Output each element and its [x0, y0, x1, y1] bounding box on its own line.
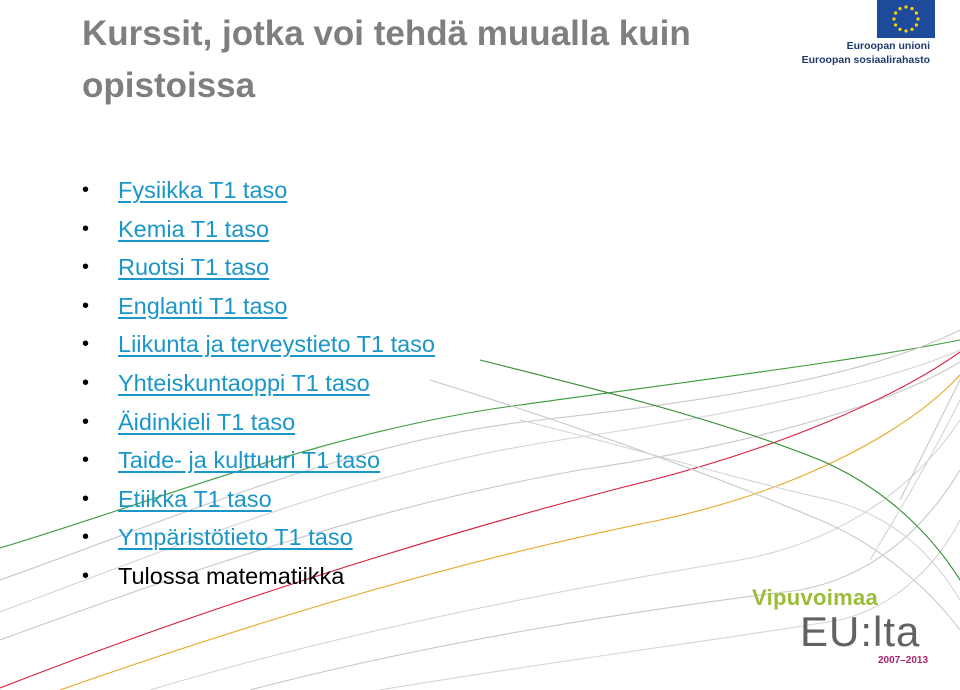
- course-link-fysiikka[interactable]: Fysiikka T1 taso: [118, 177, 288, 203]
- bullet-icon: •: [82, 526, 90, 549]
- list-item: • Etiikka T1 taso: [80, 480, 435, 519]
- list-item: • Taide- ja kulttuuri T1 taso: [80, 441, 435, 480]
- eu-logo-line1: Euroopan unioni: [846, 40, 930, 52]
- course-link-liikunta[interactable]: Liikunta ja terveystieto T1 taso: [118, 331, 435, 358]
- list-item: • Kemia T1 taso: [80, 210, 435, 249]
- course-upcoming-text: Tulossa matematiikka: [118, 562, 345, 589]
- bullet-icon: •: [82, 179, 90, 201]
- bullet-icon: •: [82, 294, 90, 317]
- list-item: • Fysiikka T1 taso: [80, 171, 435, 210]
- list-item: • Liikunta ja terveystieto T1 taso: [80, 325, 435, 364]
- vipuvoimaa-logo: Vipuvoimaa EU:lta 2007–2013: [752, 585, 952, 675]
- course-link-aidinkieli[interactable]: Äidinkieli T1 taso: [118, 408, 296, 435]
- vipuvoimaa-logo-top: Vipuvoimaa: [752, 585, 879, 610]
- eu-logo-line2: Euroopan sosiaalirahasto: [801, 54, 930, 66]
- page-title: Kurssit, jotka voi tehdä muualla kuin op…: [82, 14, 691, 105]
- bullet-icon: •: [82, 371, 90, 394]
- list-item: • Yhteiskuntaoppi T1 taso: [80, 364, 435, 403]
- course-link-yhteiskuntaoppi[interactable]: Yhteiskuntaoppi T1 taso: [118, 369, 370, 396]
- course-link-taide[interactable]: Taide- ja kulttuuri T1 taso: [118, 447, 381, 474]
- course-link-etiikka[interactable]: Etiikka T1 taso: [118, 485, 272, 512]
- list-item: • Englanti T1 taso: [80, 287, 435, 326]
- vipuvoimaa-logo-years: 2007–2013: [878, 655, 929, 666]
- bullet-icon: •: [82, 564, 90, 587]
- list-item: • Tulossa matematiikka: [80, 557, 435, 596]
- bullet-icon: •: [82, 487, 90, 510]
- list-item: • Ympäristötieto T1 taso: [80, 518, 435, 557]
- course-link-ymparistotieto[interactable]: Ympäristötieto T1 taso: [118, 524, 353, 551]
- vipuvoimaa-logo-main: EU:lta: [800, 608, 921, 655]
- bullet-icon: •: [82, 256, 90, 279]
- bullet-icon: •: [82, 333, 90, 356]
- bullet-icon: •: [82, 410, 90, 433]
- course-list: • Fysiikka T1 taso • Kemia T1 taso • Ruotsi…: [80, 171, 435, 596]
- course-link-englanti[interactable]: Englanti T1 taso: [118, 292, 288, 319]
- course-link-kemia[interactable]: Kemia T1 taso: [118, 215, 270, 242]
- eu-logo: Euroopan unioni Euroopan sosiaalirahasto: [802, 0, 954, 70]
- course-link-ruotsi[interactable]: Ruotsi T1 taso: [118, 254, 270, 281]
- bullet-icon: •: [82, 449, 90, 472]
- list-item: • Ruotsi T1 taso: [80, 248, 435, 287]
- list-item: • Äidinkieli T1 taso: [80, 403, 435, 442]
- eu-flag-icon: [877, 0, 935, 38]
- bullet-icon: •: [82, 217, 90, 240]
